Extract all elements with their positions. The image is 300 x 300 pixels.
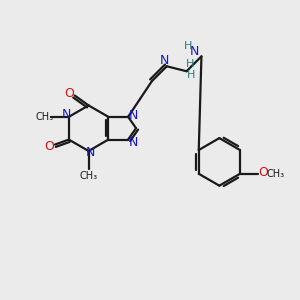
Text: N: N [128,109,138,122]
Text: O: O [258,166,268,179]
Text: N: N [86,146,95,160]
Text: O: O [44,140,54,153]
Text: CH₃: CH₃ [36,112,54,122]
Text: H: H [187,70,196,80]
Text: N: N [128,136,138,149]
Text: N: N [190,45,199,58]
Text: H: H [184,41,193,52]
Text: O: O [64,87,74,100]
Text: H: H [186,59,195,69]
Text: CH₃: CH₃ [266,169,285,179]
Text: N: N [62,108,71,121]
Text: CH₃: CH₃ [80,171,98,181]
Text: N: N [160,54,170,67]
